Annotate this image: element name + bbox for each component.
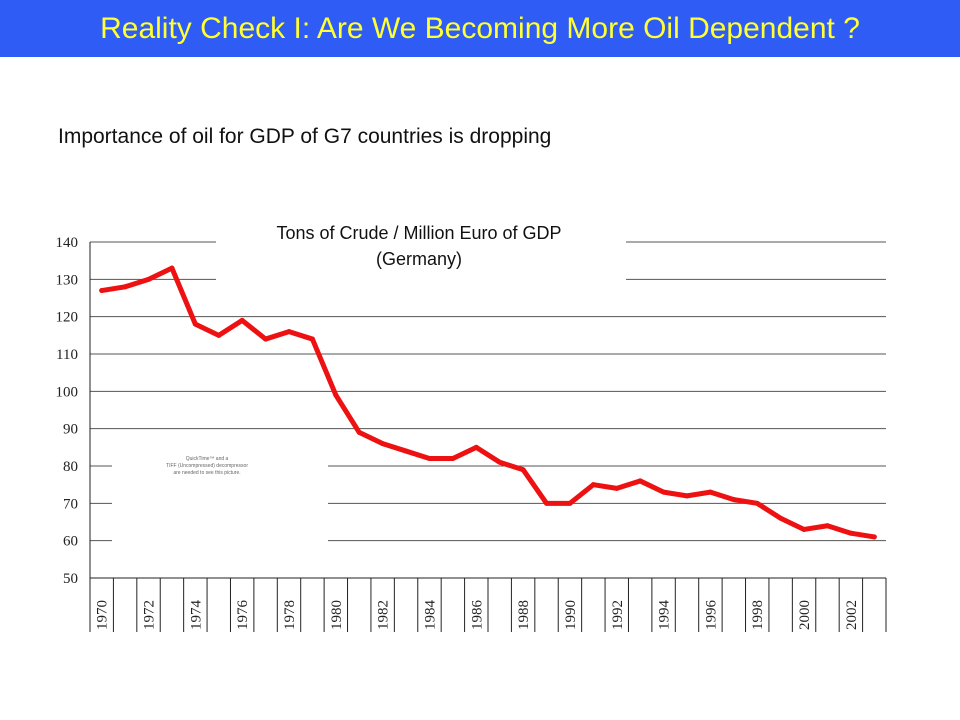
data-point-1991 <box>590 482 596 488</box>
x-tick-label-1988: 1988 <box>516 600 532 630</box>
data-point-1981 <box>356 429 362 435</box>
placeholder-box <box>112 433 328 543</box>
data-point-1990 <box>567 500 573 506</box>
y-tick-label-80: 80 <box>63 459 78 475</box>
y-tick-label-70: 70 <box>63 496 78 512</box>
data-point-1976 <box>239 317 245 323</box>
y-tick-label-50: 50 <box>63 571 78 587</box>
chart-title: Tons of Crude / Million Euro of GDP (Ger… <box>214 220 624 272</box>
missing-picture-placeholder: QuickTime™ and a TIFF (Uncompressed) dec… <box>112 433 328 543</box>
series-line-0 <box>99 265 877 540</box>
y-tick-label-110: 110 <box>56 347 78 363</box>
data-point-1993 <box>637 478 643 484</box>
data-point-2002 <box>848 530 854 536</box>
data-point-1975 <box>216 332 222 338</box>
x-tick-label-1980: 1980 <box>329 600 345 630</box>
axis-layer <box>89 242 887 632</box>
data-point-1971 <box>122 284 128 290</box>
data-point-1972 <box>146 276 152 282</box>
x-tick-label-1996: 1996 <box>703 600 719 631</box>
data-point-2001 <box>824 523 830 529</box>
placeholder-line-2: TIFF (Uncompressed) decompressor <box>166 463 248 469</box>
data-point-1984 <box>426 456 432 462</box>
data-point-1992 <box>614 485 620 491</box>
x-tick-label-1976: 1976 <box>235 600 251 631</box>
data-point-1980 <box>333 392 339 398</box>
data-point-1988 <box>520 467 526 473</box>
data-point-1983 <box>403 448 409 454</box>
x-tick-labels: 1970 1972 1974 1976 1978 1980 1982 1984 1986 1988… <box>95 600 860 631</box>
x-tick-label-1994: 1994 <box>657 600 673 631</box>
data-point-1978 <box>286 329 292 335</box>
data-point-1970 <box>99 288 105 294</box>
data-point-2003 <box>871 534 877 540</box>
data-point-1985 <box>450 456 456 462</box>
data-point-1999 <box>778 515 784 521</box>
x-tick-label-1998: 1998 <box>750 600 766 630</box>
x-tick-label-1990: 1990 <box>563 600 579 630</box>
data-point-1987 <box>497 459 503 465</box>
x-tick-label-1970: 1970 <box>95 600 111 630</box>
x-tick-label-1978: 1978 <box>282 600 298 630</box>
x-tick-label-2002: 2002 <box>844 600 860 630</box>
x-tick-label-1992: 1992 <box>610 600 626 630</box>
y-tick-label-90: 90 <box>63 422 78 438</box>
y-tick-label-120: 120 <box>56 310 79 326</box>
data-point-1997 <box>731 497 737 503</box>
data-point-1986 <box>473 444 479 450</box>
data-point-1996 <box>707 489 713 495</box>
x-tick-label-1982: 1982 <box>376 600 392 630</box>
placeholder-line-3: are needed to see this picture. <box>173 470 240 476</box>
x-tick-label-1972: 1972 <box>142 600 158 630</box>
series-layer <box>99 265 877 540</box>
chart-title-line-1: Tons of Crude / Million Euro of GDP <box>276 223 562 243</box>
slide-title: Reality Check I: Are We Becoming More Oi… <box>100 11 860 45</box>
y-tick-label-100: 100 <box>56 384 79 400</box>
y-tick-label-60: 60 <box>63 534 78 550</box>
placeholder-line-1: QuickTime™ and a <box>186 456 229 462</box>
x-tick-label-1984: 1984 <box>422 600 438 631</box>
data-point-1998 <box>754 500 760 506</box>
y-tick-label-130: 130 <box>56 272 79 288</box>
data-point-1973 <box>169 265 175 271</box>
title-bar: Reality Check I: Are We Becoming More Oi… <box>0 0 960 57</box>
y-tick-labels: 50 60 70 80 90 100 110 120 130 140 <box>56 235 79 587</box>
chart-title-backdrop <box>216 218 626 280</box>
slide-subtitle: Importance of oil for GDP of G7 countrie… <box>58 125 552 148</box>
y-tick-label-140: 140 <box>56 235 79 251</box>
data-point-1982 <box>380 441 386 447</box>
x-tick-label-1974: 1974 <box>188 600 204 631</box>
chart-title-line-2: (Germany) <box>375 249 462 269</box>
x-tick-label-2000: 2000 <box>797 600 813 630</box>
data-point-1994 <box>661 489 667 495</box>
data-point-1974 <box>192 321 198 327</box>
data-point-1977 <box>263 336 269 342</box>
x-tick-label-1986: 1986 <box>469 600 485 631</box>
data-point-1979 <box>309 336 315 342</box>
data-point-1989 <box>544 500 550 506</box>
data-point-1995 <box>684 493 690 499</box>
data-point-2000 <box>801 526 807 532</box>
